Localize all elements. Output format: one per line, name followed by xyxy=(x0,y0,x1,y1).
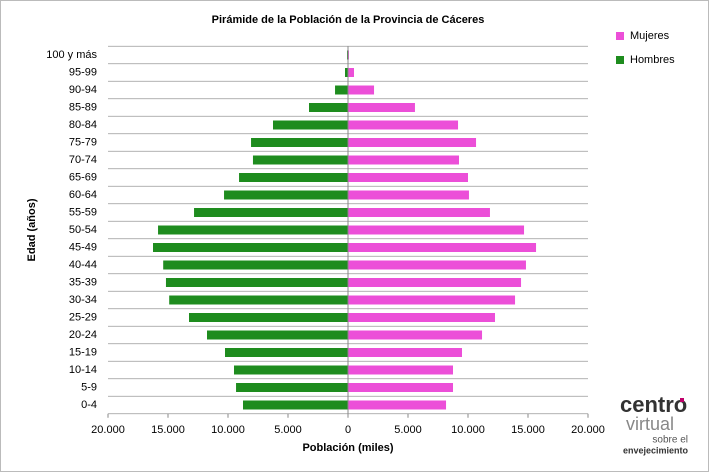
bar xyxy=(348,85,375,95)
bar xyxy=(236,383,348,392)
bar xyxy=(348,260,526,270)
x-tick-label: 10.000 xyxy=(211,424,245,436)
bar xyxy=(348,383,453,392)
y-tick-label: 40-44 xyxy=(69,259,97,271)
bar xyxy=(348,68,354,77)
bar xyxy=(252,155,348,165)
y-tick-label: 15-19 xyxy=(69,346,97,358)
bar xyxy=(348,173,468,182)
bar xyxy=(158,225,348,235)
x-tick-label: 20.000 xyxy=(91,424,125,436)
bar xyxy=(194,208,348,217)
bar xyxy=(348,208,490,217)
logo-dot xyxy=(680,398,684,402)
x-tick-label: 5.000 xyxy=(394,424,422,436)
y-tick-label: 55-59 xyxy=(69,206,97,218)
bar xyxy=(234,365,348,375)
bar xyxy=(348,313,495,322)
y-tick-label: 5-9 xyxy=(81,381,97,393)
y-axis-label: Edad (años) xyxy=(26,198,38,261)
bar xyxy=(348,365,453,375)
logo-brand2: virtual xyxy=(626,414,674,434)
logo-brand: centro xyxy=(620,392,687,417)
bar xyxy=(348,400,447,410)
logo: centro virtual sobre el envejecimiento xyxy=(620,392,688,456)
y-tick-label: 60-64 xyxy=(69,189,97,201)
chart-title: Pirámide de la Población de la Provincia… xyxy=(212,14,485,26)
y-tick-label: 20-24 xyxy=(69,329,97,341)
bar xyxy=(348,243,537,252)
legend-label: Mujeres xyxy=(630,30,670,42)
legend-swatch xyxy=(616,32,624,40)
y-tick-label: 10-14 xyxy=(69,364,97,376)
bar xyxy=(273,120,348,130)
bar xyxy=(169,295,348,305)
y-tick-label: 30-34 xyxy=(69,294,97,306)
y-tick-label: 75-79 xyxy=(69,136,97,148)
x-tick-label: 0 xyxy=(345,424,351,436)
bar xyxy=(348,225,525,235)
y-tick-label: 50-54 xyxy=(69,224,97,236)
bar xyxy=(239,173,348,182)
bar xyxy=(163,260,348,270)
y-tick-label: 90-94 xyxy=(69,84,97,96)
bar xyxy=(165,278,348,287)
y-tick-label: 35-39 xyxy=(69,276,97,288)
legend-label: Hombres xyxy=(630,54,675,66)
y-tick-label: 45-49 xyxy=(69,241,97,253)
bar xyxy=(348,330,483,340)
bar xyxy=(348,120,459,130)
x-tick-label: 10.000 xyxy=(451,424,485,436)
bar xyxy=(348,278,522,287)
x-tick-label: 20.000 xyxy=(571,424,605,436)
y-tick-label: 65-69 xyxy=(69,171,97,183)
x-tick-label: 5.000 xyxy=(274,424,302,436)
bar xyxy=(207,330,348,340)
bar xyxy=(224,190,348,200)
bar xyxy=(189,313,348,322)
bar xyxy=(251,138,348,147)
logo-line2: envejecimiento xyxy=(623,445,689,455)
y-tick-label: 0-4 xyxy=(81,399,97,411)
bar xyxy=(348,295,516,305)
bar xyxy=(348,138,477,147)
y-tick-label: 70-74 xyxy=(69,154,97,166)
y-tick-label: 100 y más xyxy=(46,49,97,61)
y-tick-label: 95-99 xyxy=(69,66,97,78)
x-tick-label: 15.000 xyxy=(511,424,545,436)
bar xyxy=(348,190,469,200)
y-tick-label: 85-89 xyxy=(69,101,97,113)
x-tick-label: 15.000 xyxy=(151,424,185,436)
x-axis-label: Población (miles) xyxy=(302,442,393,454)
bar xyxy=(348,348,462,357)
bar xyxy=(225,348,348,357)
bar xyxy=(153,243,348,252)
bar xyxy=(348,103,415,112)
bar xyxy=(345,68,348,77)
logo-line1: sobre el xyxy=(652,435,688,446)
legend-swatch xyxy=(616,56,624,64)
bar xyxy=(243,400,348,410)
y-tick-label: 80-84 xyxy=(69,119,97,131)
y-tick-label: 25-29 xyxy=(69,311,97,323)
bar xyxy=(309,103,348,112)
bar xyxy=(348,155,459,165)
bar xyxy=(335,85,348,95)
